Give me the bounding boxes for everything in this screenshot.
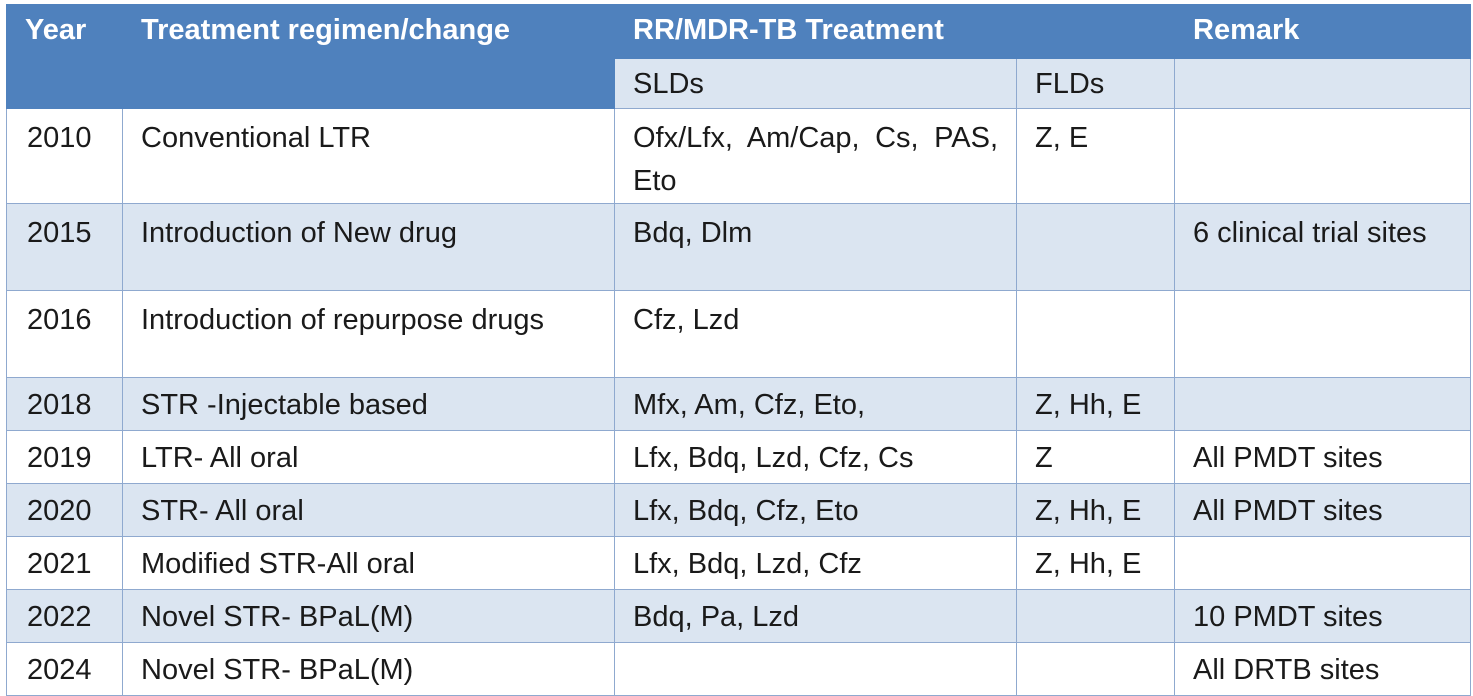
cell-flds: Z, Hh, E (1016, 377, 1175, 431)
cell-regimen: STR- All oral (122, 483, 615, 537)
table-row: 2024 Novel STR- BPaL(M) All DRTB sites (6, 642, 1471, 696)
cell-year: 2022 (6, 589, 123, 643)
treatment-table: Year Treatment regimen/change RR/MDR-TB … (6, 4, 1471, 696)
cell-regimen: Novel STR- BPaL(M) (122, 642, 615, 696)
cell-regimen: LTR- All oral (122, 430, 615, 484)
cell-remark (1174, 536, 1471, 590)
cell-year: 2016 (6, 290, 123, 378)
cell-year: 2024 (6, 642, 123, 696)
cell-year: 2021 (6, 536, 123, 590)
cell-regimen: Introduction of New drug (122, 203, 615, 291)
cell-remark: All PMDT sites (1174, 430, 1471, 484)
cell-slds: Bdq, Dlm (614, 203, 1017, 291)
cell-regimen: Introduction of repurpose drugs (122, 290, 615, 378)
cell-year: 2018 (6, 377, 123, 431)
header-remark-blank (1174, 58, 1471, 109)
cell-slds: Lfx, Bdq, Lzd, Cfz, Cs (614, 430, 1017, 484)
cell-remark: 10 PMDT sites (1174, 589, 1471, 643)
header-row-sub: SLDs FLDs (6, 58, 1471, 109)
cell-slds: Mfx, Am, Cfz, Eto, (614, 377, 1017, 431)
cell-flds: Z, E (1016, 108, 1175, 204)
header-regimen-blank (122, 58, 615, 109)
header-regimen: Treatment regimen/change (122, 4, 615, 59)
table-row: 2016 Introduction of repurpose drugs Cfz… (6, 290, 1471, 378)
cell-year: 2010 (6, 108, 123, 204)
cell-remark: 6 clinical trial sites (1174, 203, 1471, 291)
cell-flds: Z, Hh, E (1016, 483, 1175, 537)
cell-remark (1174, 108, 1471, 204)
cell-year: 2015 (6, 203, 123, 291)
cell-regimen: Modified STR-All oral (122, 536, 615, 590)
cell-year: 2020 (6, 483, 123, 537)
cell-regimen: STR -Injectable based (122, 377, 615, 431)
table-row: 2015 Introduction of New drug Bdq, Dlm 6… (6, 203, 1471, 291)
header-year: Year (6, 4, 123, 59)
header-year-blank (6, 58, 123, 109)
cell-remark (1174, 377, 1471, 431)
table-row: 2018 STR -Injectable based Mfx, Am, Cfz,… (6, 377, 1471, 431)
cell-remark: All DRTB sites (1174, 642, 1471, 696)
table-body: 2010 Conventional LTR Ofx/Lfx, Am/Cap, C… (6, 108, 1471, 696)
cell-slds: Lfx, Bdq, Lzd, Cfz (614, 536, 1017, 590)
cell-flds: Z (1016, 430, 1175, 484)
header-treatment: RR/MDR-TB Treatment (614, 4, 1175, 59)
cell-slds: Lfx, Bdq, Cfz, Eto (614, 483, 1017, 537)
cell-flds (1016, 290, 1175, 378)
cell-flds: Z, Hh, E (1016, 536, 1175, 590)
cell-regimen: Conventional LTR (122, 108, 615, 204)
cell-remark: All PMDT sites (1174, 483, 1471, 537)
cell-year: 2019 (6, 430, 123, 484)
header-row-main: Year Treatment regimen/change RR/MDR-TB … (6, 4, 1471, 59)
cell-flds (1016, 589, 1175, 643)
table-row: 2021 Modified STR-All oral Lfx, Bdq, Lzd… (6, 536, 1471, 590)
header-slds: SLDs (614, 58, 1017, 109)
header-remark: Remark (1174, 4, 1471, 59)
table-row: 2020 STR- All oral Lfx, Bdq, Cfz, Eto Z,… (6, 483, 1471, 537)
cell-regimen: Novel STR- BPaL(M) (122, 589, 615, 643)
cell-slds: Ofx/Lfx, Am/Cap, Cs, PAS, Eto (614, 108, 1017, 204)
cell-slds: Bdq, Pa, Lzd (614, 589, 1017, 643)
table-row: 2022 Novel STR- BPaL(M) Bdq, Pa, Lzd 10 … (6, 589, 1471, 643)
table-header: Year Treatment regimen/change RR/MDR-TB … (6, 4, 1471, 109)
cell-remark (1174, 290, 1471, 378)
header-flds: FLDs (1016, 58, 1175, 109)
cell-slds: Cfz, Lzd (614, 290, 1017, 378)
cell-flds (1016, 203, 1175, 291)
table-row: 2019 LTR- All oral Lfx, Bdq, Lzd, Cfz, C… (6, 430, 1471, 484)
table-row: 2010 Conventional LTR Ofx/Lfx, Am/Cap, C… (6, 108, 1471, 204)
cell-flds (1016, 642, 1175, 696)
